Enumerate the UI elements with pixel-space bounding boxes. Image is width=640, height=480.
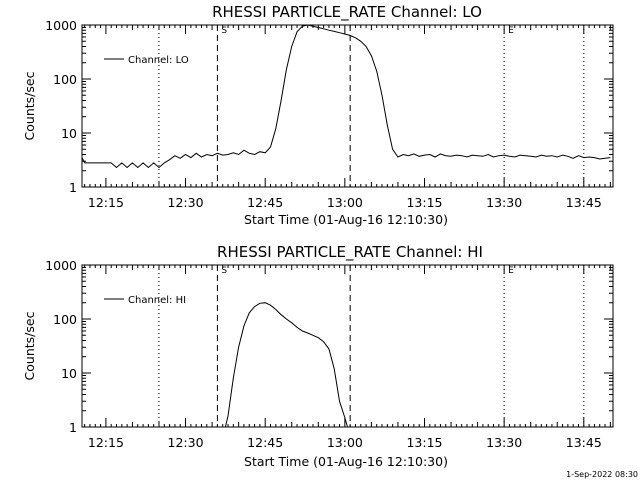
y-axis-label-lo: Counts/sec (22, 71, 37, 140)
y-tick-label: 1 (69, 180, 77, 195)
x-tick-label: 12:45 (247, 435, 283, 450)
y-tick-label: 10 (61, 366, 77, 381)
x-tick-label: 12:15 (88, 195, 124, 210)
x-tick-label: 13:30 (486, 435, 522, 450)
y-tick-label: 100 (53, 312, 77, 327)
x-tick-label: 13:15 (406, 195, 442, 210)
x-tick-label: 12:30 (168, 435, 204, 450)
chart-title-lo: RHESSI PARTICLE_RATE Channel: LO (212, 3, 482, 22)
x-tick-label: 13:00 (327, 435, 363, 450)
event-marker-label: E (508, 26, 514, 36)
chart-title-hi: RHESSI PARTICLE_RATE Channel: HI (217, 243, 483, 262)
x-tick-label: 12:15 (88, 435, 124, 450)
event-marker-label: S (221, 26, 227, 36)
event-marker-label: S (221, 266, 227, 276)
y-tick-label: 1000 (45, 18, 77, 33)
y-tick-label: 1 (69, 420, 77, 435)
x-axis-label-lo: Start Time (01-Aug-16 12:10:30) (244, 212, 448, 227)
event-marker-label: E (508, 266, 514, 276)
x-tick-label: 13:15 (406, 435, 442, 450)
x-tick-label: 13:30 (486, 195, 522, 210)
x-tick-label: 13:00 (327, 195, 363, 210)
plot-frame-lo (81, 24, 614, 188)
footer-timestamp: 1-Sep-2022 08:30 (566, 470, 638, 479)
x-tick-label: 12:30 (168, 195, 204, 210)
x-axis-label-hi: Start Time (01-Aug-16 12:10:30) (244, 454, 448, 469)
legend-label-hi: Channel: HI (128, 295, 186, 306)
series-line-hi (224, 302, 348, 428)
series-line-lo (81, 24, 611, 169)
x-tick-label: 13:45 (566, 435, 602, 450)
panel-lo: RHESSI PARTICLE_RATE Channel: LO 1 10 100 1… (22, 3, 614, 227)
plot-frame-hi (81, 264, 614, 428)
panel-hi: RHESSI PARTICLE_RATE Channel: HI 1 10 100 1… (22, 243, 614, 469)
legend-label-lo: Channel: LO (128, 55, 189, 66)
y-tick-label: 10 (61, 126, 77, 141)
y-tick-label: 1000 (45, 258, 77, 273)
y-tick-label: 100 (53, 72, 77, 87)
y-axis-label-hi: Counts/sec (22, 311, 37, 380)
x-tick-label: 12:45 (247, 195, 283, 210)
x-tick-label: 13:45 (566, 195, 602, 210)
